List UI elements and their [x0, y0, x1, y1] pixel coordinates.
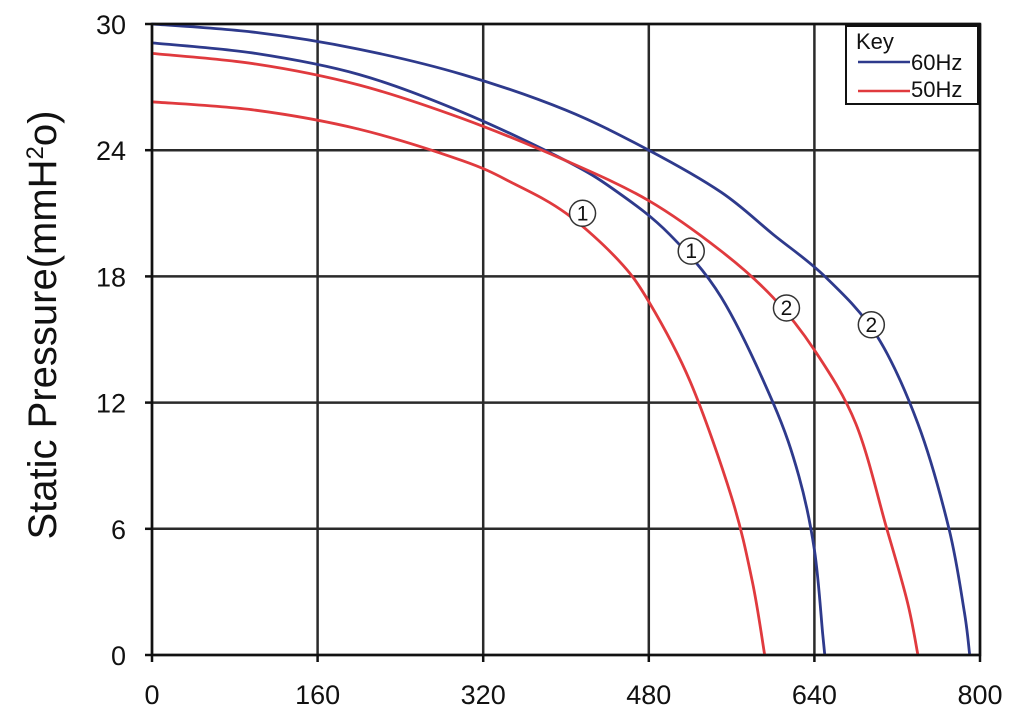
x-tick-label-4: 640: [792, 680, 837, 710]
y-tick-label-5: 30: [96, 10, 126, 40]
marker-circle-60hz-curve-1: [677, 237, 705, 265]
curve-markers: 1 2 1 2: [568, 199, 886, 339]
y-tick-label-3: 18: [96, 262, 126, 292]
plot-frame: [150, 22, 982, 657]
marker-label-60hz-curve-2: 2: [865, 314, 877, 337]
y-tick-label-0: 0: [111, 641, 126, 671]
y-axis-label-main: Static Pressure(mmH: [21, 159, 65, 539]
y-axis-ticks: 0 6 12 18 24 30: [96, 10, 152, 671]
marker-label-50hz-curve-1: 1: [577, 202, 589, 225]
series-line-60hz-curve-2: [151, 22, 972, 656]
x-tick-label-2: 320: [461, 680, 506, 710]
legend: Key 60Hz 50Hz: [845, 25, 979, 105]
marker-label-50hz-curve-2: 2: [781, 297, 793, 320]
x-tick-label-3: 480: [626, 680, 671, 710]
x-axis-ticks: 0 160 320 480 640 800: [144, 655, 1003, 710]
y-axis-label: Static Pressure(mmH2o): [21, 111, 65, 540]
marker-label-60hz-curve-1: 1: [685, 240, 697, 263]
marker-circle-60hz-curve-2: [857, 311, 886, 339]
y-tick-label-2: 12: [96, 389, 126, 419]
legend-title: Key: [856, 29, 894, 54]
marker-circle-50hz-curve-2: [772, 294, 801, 322]
legend-label-60hz: 60Hz: [911, 50, 962, 75]
y-axis-label-sup: 2: [22, 146, 49, 159]
y-tick-label-4: 24: [96, 136, 126, 166]
y-tick-label-1: 6: [111, 515, 126, 545]
y-axis-label-end: o): [21, 111, 65, 147]
marker-circle-50hz-curve-1: [568, 199, 597, 228]
x-tick-label-0: 0: [144, 680, 159, 710]
x-tick-label-1: 160: [295, 680, 340, 710]
series-group: [151, 22, 972, 656]
series-line-60hz-curve-1: [151, 41, 827, 656]
legend-label-50hz: 50Hz: [911, 77, 962, 102]
series-line-50hz-curve-1: [151, 100, 767, 656]
x-tick-label-5: 800: [957, 680, 1002, 710]
series-line-50hz-curve-2: [151, 52, 920, 656]
